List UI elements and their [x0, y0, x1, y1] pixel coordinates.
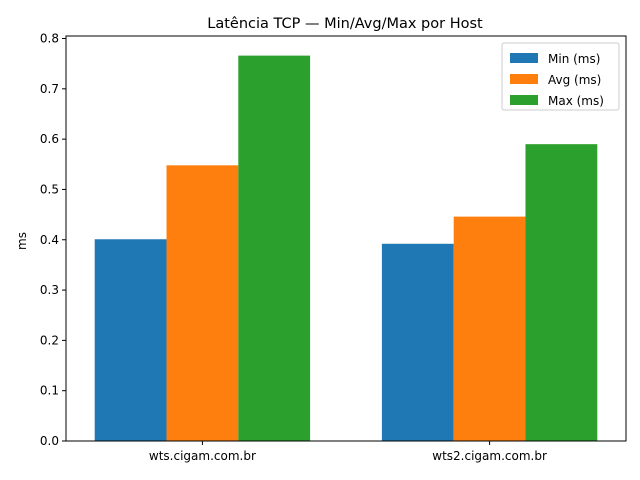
y-tick-label: 0.7: [40, 82, 59, 96]
y-tick-label: 0.4: [40, 233, 59, 247]
y-axis-label: ms: [15, 232, 29, 250]
y-tick-label: 0.0: [40, 434, 59, 448]
x-axis: wts.cigam.com.br wts2.cigam.com.br: [149, 441, 547, 463]
legend-label: Max (ms): [548, 94, 604, 108]
bar-1-1: [453, 216, 526, 441]
y-tick-label: 0.1: [40, 384, 59, 398]
legend-label: Avg (ms): [548, 73, 601, 87]
plot-area: [65, 35, 627, 442]
bar-1-0: [166, 165, 239, 441]
bar-0-0: [94, 239, 167, 441]
y-tick-label: 0.5: [40, 182, 59, 196]
legend-swatch: [510, 53, 538, 63]
y-tick-label: 0.8: [40, 32, 59, 46]
legend-label: Min (ms): [548, 52, 600, 66]
legend-swatch: [510, 95, 538, 105]
chart-title: Latência TCP — Min/Avg/Max por Host: [207, 16, 483, 32]
y-tick-label: 0.6: [40, 132, 59, 146]
x-tick-label: wts.cigam.com.br: [149, 449, 256, 463]
y-axis: 0.0 0.1 0.2 0.3 0.4 0.5 0.6 0.7 0.8: [40, 32, 66, 448]
legend: Min (ms) Avg (ms) Max (ms): [501, 42, 620, 111]
y-tick-label: 0.3: [40, 283, 59, 297]
plot-frame: [65, 35, 627, 442]
bar-2-0: [238, 55, 311, 441]
x-tick-label: wts2.cigam.com.br: [432, 449, 547, 463]
legend-swatch: [510, 74, 538, 84]
bar-2-1: [525, 144, 598, 441]
bar-0-1: [381, 243, 454, 441]
y-tick-label: 0.2: [40, 333, 59, 347]
